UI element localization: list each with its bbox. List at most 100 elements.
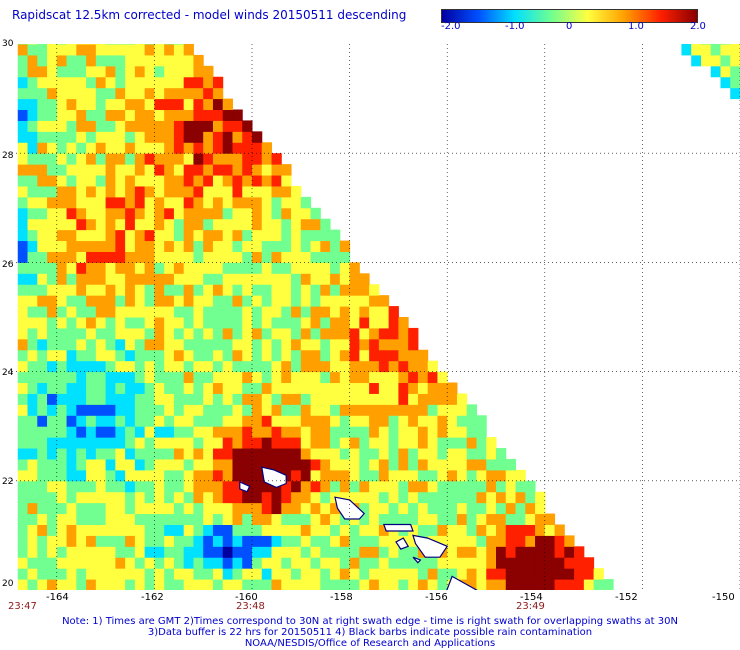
wind-cell [408, 448, 419, 460]
wind-cell [369, 360, 380, 373]
wind-cell [359, 371, 370, 384]
wind-cell [144, 327, 155, 340]
wind-cell [203, 175, 214, 187]
wind-cell [17, 393, 29, 405]
wind-cell [183, 480, 194, 493]
wind-cell [408, 502, 419, 515]
wind-cell [222, 295, 233, 307]
wind-cell [310, 469, 321, 482]
wind-cell [222, 273, 233, 285]
wind-cell [144, 557, 155, 569]
wind-cell [86, 175, 97, 187]
wind-cell [144, 273, 155, 285]
wind-cell [320, 262, 331, 274]
wind-cell [164, 284, 175, 296]
wind-cell [115, 131, 126, 143]
wind-cell [47, 54, 58, 67]
wind-cell [203, 502, 214, 515]
wind-cell [105, 458, 116, 471]
wind-cell [222, 98, 233, 111]
wind-cell [505, 502, 517, 515]
wind-cell [105, 207, 116, 220]
wind-cell [378, 524, 390, 536]
wind-cell [291, 273, 302, 285]
wind-cell [27, 284, 38, 296]
wind-cell [125, 273, 136, 285]
wind-cell [76, 218, 87, 231]
wind-cell [56, 251, 68, 263]
wind-cell [144, 142, 155, 154]
wind-cell [232, 469, 243, 482]
wind-cell [105, 65, 116, 78]
wind-cell [212, 120, 224, 132]
wind-cell [408, 327, 419, 340]
wind-cell [173, 317, 185, 329]
wind-cell [17, 164, 29, 176]
wind-cell [408, 557, 419, 569]
wind-cell [349, 426, 360, 438]
wind-cell [261, 196, 273, 209]
wind-cell [281, 557, 292, 569]
island-outline [261, 466, 287, 489]
wind-cell [261, 295, 273, 307]
wind-cell [193, 579, 204, 590]
wind-cell [408, 393, 419, 405]
wind-cell [212, 437, 224, 449]
wind-cell [17, 306, 29, 318]
wind-cell [359, 295, 370, 307]
wind-cell [281, 284, 292, 296]
wind-cell [76, 185, 87, 198]
wind-cell [378, 393, 390, 405]
wind-cell [291, 524, 302, 536]
wind-cell [427, 404, 438, 416]
lat-label: 26 [2, 260, 14, 270]
wind-cell [252, 229, 263, 242]
wind-cell [66, 120, 77, 132]
wind-cell [154, 284, 165, 296]
wind-cell [134, 76, 146, 89]
wind-cell [66, 546, 77, 558]
wind-cell [183, 262, 194, 274]
wind-cell [505, 469, 517, 482]
wind-cell [66, 164, 77, 176]
wind-cell [378, 382, 390, 394]
wind-cell [330, 349, 341, 362]
wind-cell [144, 131, 155, 143]
wind-cell [437, 502, 448, 515]
wind-cell [222, 371, 233, 384]
wind-cell [369, 317, 380, 329]
wind-cell [427, 415, 438, 427]
wind-cell [242, 164, 253, 176]
wind-cell [203, 262, 214, 274]
wind-cell [17, 524, 29, 536]
wind-cell [154, 426, 165, 438]
wind-cell [359, 338, 370, 351]
wind-cell [222, 240, 233, 252]
wind-cell [281, 415, 292, 427]
wind-cell [95, 448, 107, 460]
wind-cell [134, 426, 146, 438]
wind-cell [369, 524, 380, 536]
wind-cell [310, 579, 321, 590]
wind-cell [47, 153, 58, 165]
wind-cell [232, 175, 243, 187]
wind-cell [27, 185, 38, 198]
wind-cell [37, 218, 48, 231]
wind-cell [496, 458, 507, 471]
wind-cell [564, 568, 575, 580]
wind-cell [95, 557, 107, 569]
wind-cell [183, 426, 194, 438]
wind-cell [56, 98, 68, 111]
wind-cell [271, 415, 282, 427]
wind-cell [398, 513, 409, 525]
wind-cell [17, 251, 29, 263]
lon-label: -162 [141, 592, 164, 603]
wind-cell [37, 579, 48, 590]
colorbar-label: 2.0 [690, 21, 706, 32]
wind-cell [300, 426, 312, 438]
wind-cell [17, 448, 29, 460]
wind-cell [232, 458, 243, 471]
wind-cell [330, 317, 341, 329]
wind-cell [447, 491, 458, 504]
wind-cell [193, 524, 204, 536]
